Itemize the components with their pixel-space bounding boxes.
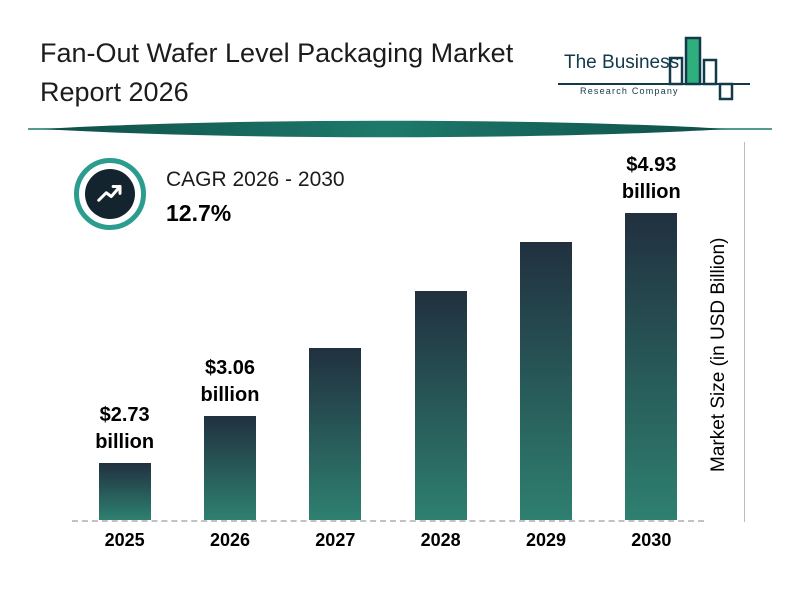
bar-column-2028 [388, 140, 493, 520]
x-tick-2029: 2029 [525, 530, 566, 550]
x-tick-2030: 2030 [631, 530, 672, 550]
x-tick-2027: 2027 [315, 530, 356, 550]
bar-value-label: $3.06 billion [201, 355, 260, 409]
bar-value-label: $4.93 billion [622, 152, 681, 206]
bar-2025 [98, 463, 151, 520]
bar-column-2025: $2.73 billion [72, 140, 177, 520]
bar-2026 [203, 416, 256, 520]
bar-2028 [414, 291, 467, 520]
logo-bars-icon [558, 36, 750, 101]
bar-label-unit: billion [95, 431, 155, 453]
logo-text-secondary: Research Company [580, 86, 679, 96]
bar-label-unit: billion [621, 181, 681, 203]
bar-label-amount: $4.93 [626, 154, 677, 176]
x-tick-2026: 2026 [209, 530, 251, 550]
right-axis-line [744, 142, 745, 522]
bar-2029 [519, 242, 572, 520]
page-title-line1: Fan-Out Wafer Level Packaging Market [40, 38, 514, 68]
bar-label-amount: $2.73 [99, 404, 150, 426]
y-axis-title: Market Size (in USD Billion) [708, 237, 729, 473]
bar-value-label: $2.73 billion [95, 402, 154, 456]
logo-text-primary: The Business [564, 52, 680, 73]
x-tick-2025: 2025 [104, 530, 145, 550]
bar-label-amount: $3.06 [204, 357, 256, 379]
bar-label-unit: billion [200, 384, 260, 406]
page-title-line2: Report 2026 [40, 77, 189, 108]
bar-2027 [309, 348, 362, 520]
x-tick-2028: 2028 [420, 530, 461, 550]
divider-lens [28, 120, 772, 138]
cagr-value: 12.7% [166, 200, 232, 226]
bar-2030 [625, 213, 678, 520]
bar-column-2029 [493, 140, 598, 520]
cagr-trend-icon [74, 158, 146, 230]
trending-up-icon [85, 169, 135, 219]
page-title: Fan-Out Wafer Level Packaging Market Rep… [40, 34, 513, 112]
bar-chart: $2.73 billion $3.06 billion [72, 140, 704, 522]
bar-column-2027 [283, 140, 388, 520]
bar-column-2030: $4.93 billion [599, 140, 704, 520]
cagr-block: CAGR 2026 - 2030 12.7% [166, 168, 345, 227]
x-axis-labels: 2025 2026 2027 2028 2029 2030 [72, 530, 704, 551]
cagr-label: CAGR 2026 - 2030 [166, 168, 345, 191]
company-logo: The Business Research Company [558, 34, 750, 106]
bar-column-2026: $3.06 billion [177, 140, 282, 520]
